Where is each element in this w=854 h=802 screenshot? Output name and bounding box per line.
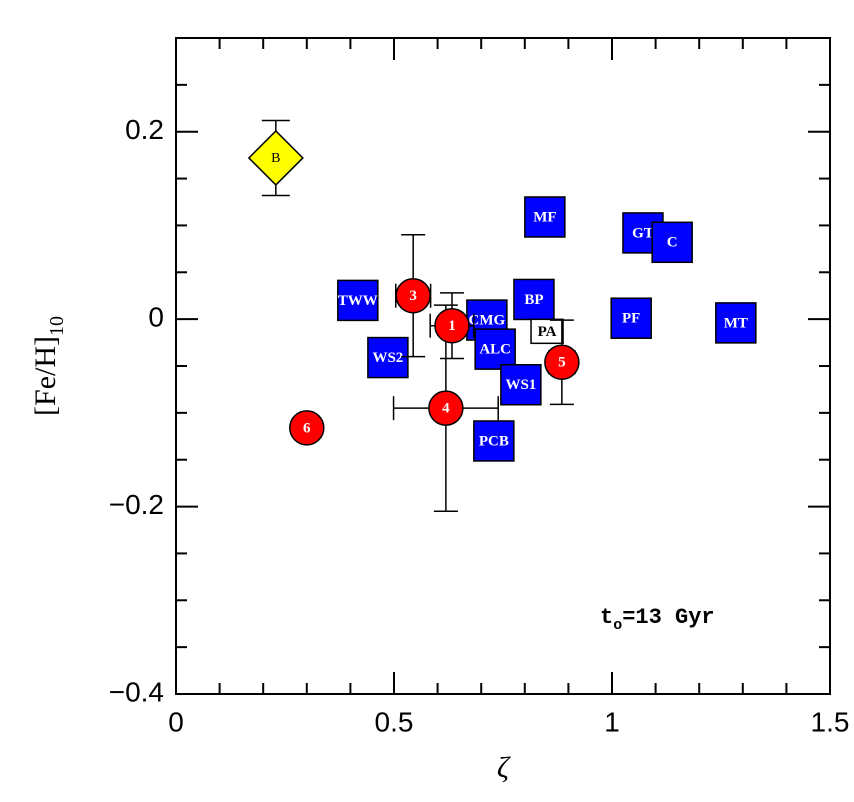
- square-marker: [513, 278, 555, 321]
- x-axis-label: ζ: [497, 751, 511, 784]
- square-label: TWW: [338, 293, 378, 309]
- square-marker: [610, 297, 652, 339]
- annotation-main: t: [600, 605, 613, 630]
- diamond-marker: [247, 129, 304, 187]
- y-label-sub: 10: [46, 316, 68, 336]
- circle-marker: [428, 390, 464, 426]
- square-marker: [524, 196, 566, 238]
- circle-marker: [544, 344, 580, 381]
- circle-label: 3: [409, 288, 417, 304]
- square-label: CMG: [469, 313, 506, 329]
- circle-label: 1: [448, 318, 456, 334]
- square-label: GT: [632, 225, 654, 241]
- square-label: C: [667, 235, 678, 251]
- x-tick-label: 0: [168, 706, 184, 737]
- circle-marker: [434, 307, 470, 344]
- square-label: WS1: [505, 377, 536, 393]
- square-label: PCB: [479, 433, 509, 449]
- square-label: MT: [724, 315, 748, 331]
- x-tick-label: 1.5: [811, 706, 850, 737]
- diamond-label: B: [271, 151, 280, 166]
- square-label: PA: [538, 324, 557, 340]
- square-marker: [530, 318, 564, 345]
- circle-marker: [395, 277, 431, 314]
- square-marker: [337, 279, 379, 322]
- annotation: to=13 Gyr: [600, 605, 715, 634]
- circle-label: 4: [442, 401, 450, 417]
- square-marker: [500, 363, 542, 406]
- square-label: MF: [533, 209, 556, 225]
- square-marker: [715, 302, 757, 344]
- square-marker: [651, 221, 693, 264]
- y-tick-label: 0: [148, 302, 164, 333]
- y-tick-label: −0.2: [109, 489, 164, 520]
- square-label: BP: [524, 292, 543, 308]
- circle-label: 6: [303, 420, 311, 436]
- x-tick-label: 0.5: [375, 706, 414, 737]
- square-label: WS2: [372, 350, 403, 366]
- y-axis-label: [Fe/H]10: [29, 316, 68, 416]
- annotation-rest: =13 Gyr: [622, 605, 714, 630]
- square-label: ALC: [479, 342, 511, 358]
- square-marker: [473, 420, 515, 462]
- square-marker: [367, 336, 409, 379]
- y-tick-label: −0.4: [109, 676, 164, 707]
- x-tick-label: 1: [604, 706, 620, 737]
- square-label: PF: [622, 311, 640, 327]
- y-tick-label: 0.2: [125, 114, 164, 145]
- square-marker: [474, 328, 516, 370]
- circle-marker: [289, 410, 325, 446]
- y-label-main: [Fe/H]: [29, 336, 62, 416]
- annotation-sub: o: [613, 617, 622, 634]
- circle-label: 5: [558, 355, 566, 371]
